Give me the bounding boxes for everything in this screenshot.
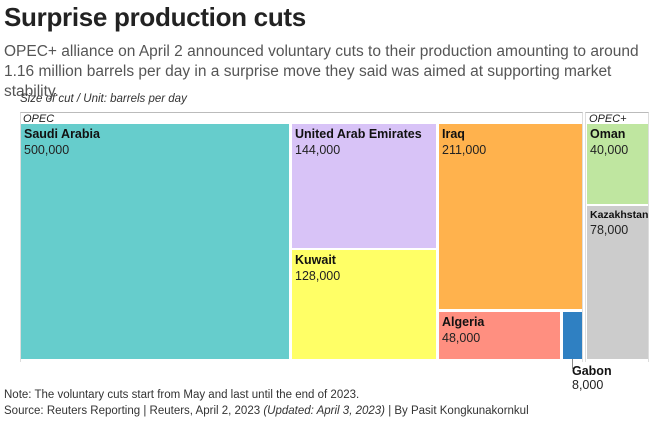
tile-label-iraq: Iraq: [442, 127, 465, 141]
source-prefix: Source: Reuters Reporting | Reuters, Apr…: [4, 405, 264, 417]
group-label-opec: OPEC: [23, 113, 55, 125]
tile-label-united-arab-emirates: United Arab Emirates: [295, 127, 422, 141]
tile-value-united-arab-emirates: 144,000: [295, 143, 341, 157]
tile-label-saudi-arabia: Saudi Arabia: [24, 127, 100, 141]
source-updated: (Updated: April 3, 2023): [263, 405, 385, 417]
gabon-callout-line: [572, 359, 573, 369]
tile-value-algeria: 48,000: [442, 331, 481, 345]
tile-gabon: [563, 312, 582, 359]
tile-kuwait: [292, 250, 436, 359]
tile-algeria: [439, 312, 560, 359]
chart-subtitle: OPEC+ alliance on April 2 announced volu…: [4, 43, 639, 100]
tile-united-arab-emirates: [292, 124, 436, 248]
footnote: Note: The voluntary cuts start from May …: [4, 389, 360, 401]
tile-saudi-arabia: [21, 124, 289, 359]
tile-value-oman: 40,000: [590, 143, 629, 157]
tile-label-oman: Oman: [590, 127, 626, 141]
chart-title: Surprise production cuts: [4, 2, 306, 32]
tile-label-kuwait: Kuwait: [295, 253, 336, 267]
tile-value-gabon: 8,000: [572, 378, 604, 392]
tile-value-kazakhstan: 78,000: [590, 223, 629, 237]
group-frame-opec: [20, 112, 583, 362]
tile-value-saudi-arabia: 500,000: [24, 143, 70, 157]
tile-kazakhstan: [587, 206, 648, 359]
source-suffix: | By Pasit Kongkunakornkul: [385, 405, 529, 417]
tile-label-gabon: Gabon: [572, 364, 612, 378]
tile-iraq: [439, 124, 582, 309]
unit-note: Size of cut / Unit: barrels per day: [20, 93, 187, 105]
tile-label-algeria: Algeria: [442, 315, 485, 329]
tile-value-kuwait: 128,000: [295, 269, 341, 283]
tile-value-iraq: 211,000: [442, 143, 487, 157]
group-label-opec-plus: OPEC+: [589, 113, 627, 125]
tile-label-kazakhstan: Kazakhstan: [590, 209, 649, 221]
source-line: Source: Reuters Reporting | Reuters, Apr…: [4, 405, 529, 417]
tile-oman: [587, 124, 648, 204]
group-frame-opec-plus: [585, 112, 649, 362]
